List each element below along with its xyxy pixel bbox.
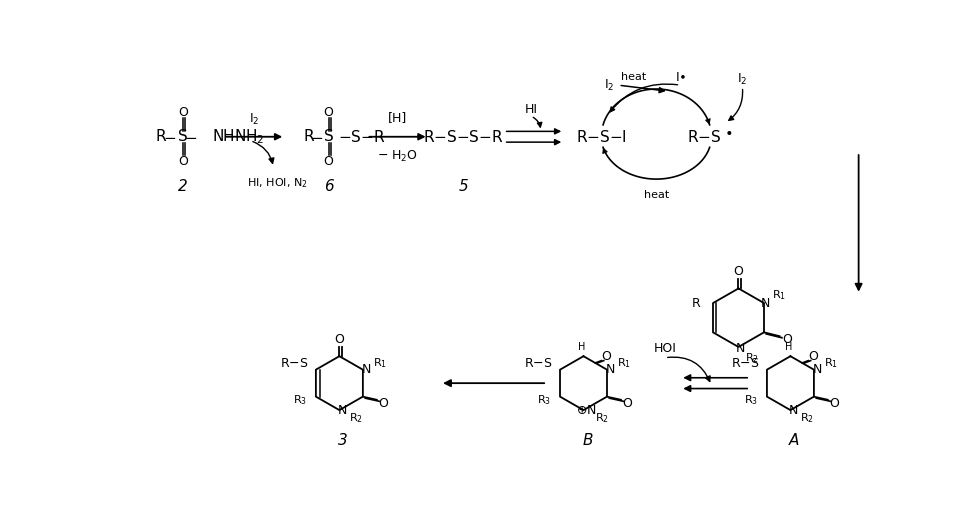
Text: B: B [582, 434, 592, 448]
Text: N: N [812, 363, 821, 376]
Text: $-$S$-$R: $-$S$-$R [337, 129, 385, 145]
Text: O: O [324, 105, 333, 119]
Text: R$_2$: R$_2$ [349, 411, 363, 425]
Text: 3: 3 [338, 434, 348, 448]
Text: NHNH$_2$: NHNH$_2$ [212, 127, 265, 146]
Text: R$_2$: R$_2$ [800, 411, 814, 425]
Text: $-$: $-$ [163, 129, 176, 144]
Text: R$-$S: R$-$S [280, 357, 308, 370]
Text: HI, HOI, N$_2$: HI, HOI, N$_2$ [246, 176, 307, 190]
Text: R$-$S$-$S$-$R: R$-$S$-$S$-$R [422, 129, 503, 145]
Text: O: O [622, 397, 632, 410]
Text: I$_2$: I$_2$ [736, 72, 747, 86]
Text: N: N [337, 404, 347, 417]
Text: O: O [178, 105, 188, 119]
Text: N: N [604, 363, 614, 376]
Text: $-$: $-$ [310, 129, 323, 144]
Text: O: O [733, 265, 742, 278]
Text: 6: 6 [324, 179, 333, 195]
Text: R$-$S: R$-$S [731, 357, 759, 370]
Text: heat: heat [644, 190, 668, 199]
Text: H: H [578, 342, 585, 352]
Text: S: S [324, 129, 333, 144]
Text: R$_1$: R$_1$ [616, 357, 631, 370]
Text: O: O [334, 333, 344, 346]
Text: heat: heat [621, 73, 645, 83]
Text: 5: 5 [458, 179, 467, 195]
Text: R$_1$: R$_1$ [772, 288, 785, 302]
Text: R$_3$: R$_3$ [537, 393, 551, 407]
Text: R: R [156, 129, 166, 144]
Text: R$_3$: R$_3$ [293, 393, 307, 407]
Text: $\bullet$: $\bullet$ [724, 123, 732, 138]
Text: N: N [361, 363, 371, 376]
Text: $\oplus$N: $\oplus$N [576, 404, 597, 417]
Text: R$-$S: R$-$S [523, 357, 552, 370]
Text: $-$ H$_2$O: $-$ H$_2$O [377, 148, 418, 164]
Text: HOI: HOI [652, 342, 676, 355]
Text: HI: HI [524, 103, 537, 116]
Text: $-$: $-$ [184, 129, 197, 144]
Text: A: A [788, 434, 799, 448]
Text: 2: 2 [178, 179, 188, 195]
Text: O: O [378, 397, 387, 410]
Text: R: R [303, 129, 313, 144]
Text: O: O [600, 350, 610, 363]
Text: I$_2$: I$_2$ [603, 77, 613, 93]
Text: [H]: [H] [387, 111, 407, 124]
Text: S: S [178, 129, 188, 144]
Text: N: N [788, 404, 797, 417]
Text: R$-$S$-$I: R$-$S$-$I [575, 129, 626, 145]
Text: O: O [178, 155, 188, 168]
Text: R$_1$: R$_1$ [823, 357, 837, 370]
Text: N: N [734, 342, 744, 355]
Text: R: R [690, 297, 699, 310]
Text: R$_2$: R$_2$ [595, 411, 608, 425]
Text: O: O [324, 155, 333, 168]
Text: R$_3$: R$_3$ [743, 393, 758, 407]
Text: O: O [828, 397, 838, 410]
Text: R$_2$: R$_2$ [744, 351, 759, 365]
Text: R$-$S: R$-$S [686, 129, 720, 145]
Text: N: N [760, 297, 770, 310]
Text: I$\bullet$: I$\bullet$ [674, 71, 686, 84]
Text: H: H [784, 342, 792, 352]
Text: O: O [781, 333, 791, 346]
Text: O: O [807, 350, 818, 363]
Text: R$_1$: R$_1$ [373, 357, 386, 370]
Text: I$_2$: I$_2$ [248, 111, 259, 127]
